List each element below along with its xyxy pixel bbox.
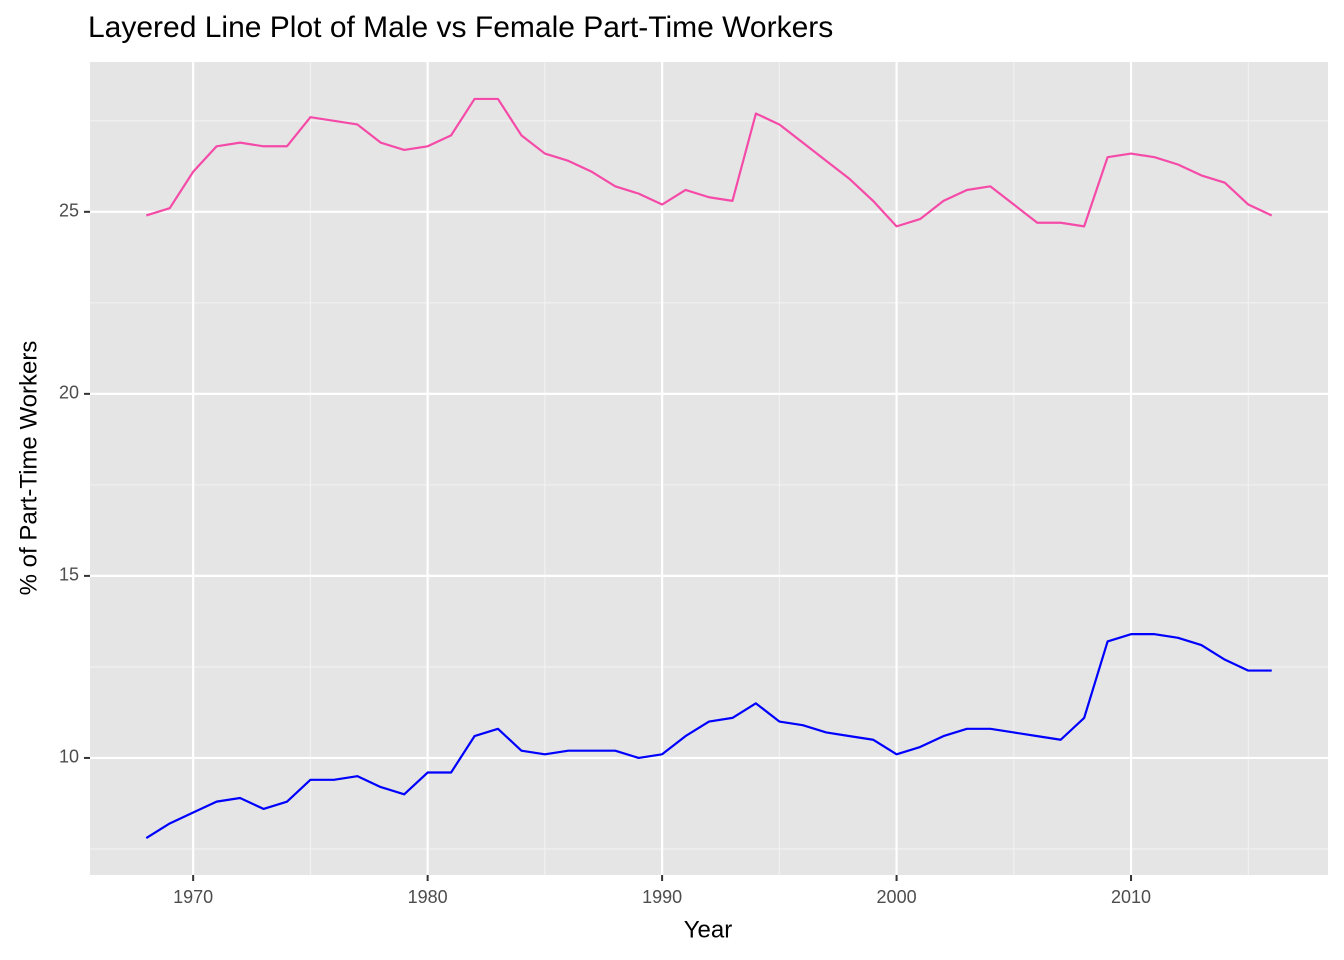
y-tick-label: 20 bbox=[59, 383, 79, 403]
x-tick-label: 2000 bbox=[877, 887, 917, 907]
x-tick-label: 1980 bbox=[408, 887, 448, 907]
y-tick-label: 15 bbox=[59, 565, 79, 585]
plot-panel bbox=[90, 62, 1328, 875]
y-axis-label: % of Part-Time Workers bbox=[15, 341, 42, 596]
y-tick-label: 25 bbox=[59, 201, 79, 221]
x-tick-label: 2010 bbox=[1111, 887, 1151, 907]
series-line bbox=[145, 633, 1272, 839]
chart-title: Layered Line Plot of Male vs Female Part… bbox=[88, 11, 833, 44]
x-tick-label: 1990 bbox=[642, 887, 682, 907]
x-tick-label: 1970 bbox=[173, 887, 213, 907]
series-line bbox=[145, 97, 1273, 228]
y-tick-label: 10 bbox=[59, 747, 79, 767]
x-axis-label: Year bbox=[684, 916, 733, 943]
